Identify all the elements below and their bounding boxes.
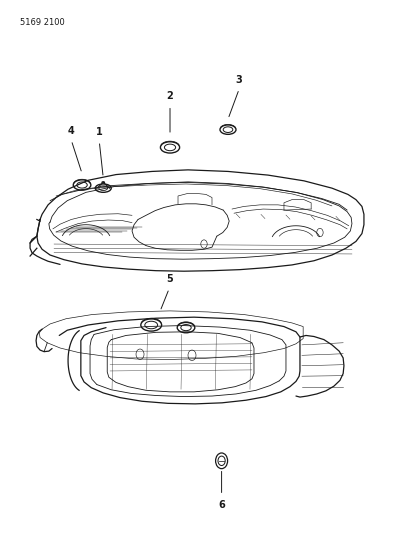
Text: 1: 1 [96, 127, 103, 137]
Text: 6: 6 [218, 499, 225, 510]
Text: 2: 2 [166, 91, 173, 101]
Text: 4: 4 [68, 126, 75, 136]
Text: 5169 2100: 5169 2100 [20, 19, 65, 27]
Text: 3: 3 [236, 75, 243, 85]
Text: 5: 5 [166, 274, 173, 284]
